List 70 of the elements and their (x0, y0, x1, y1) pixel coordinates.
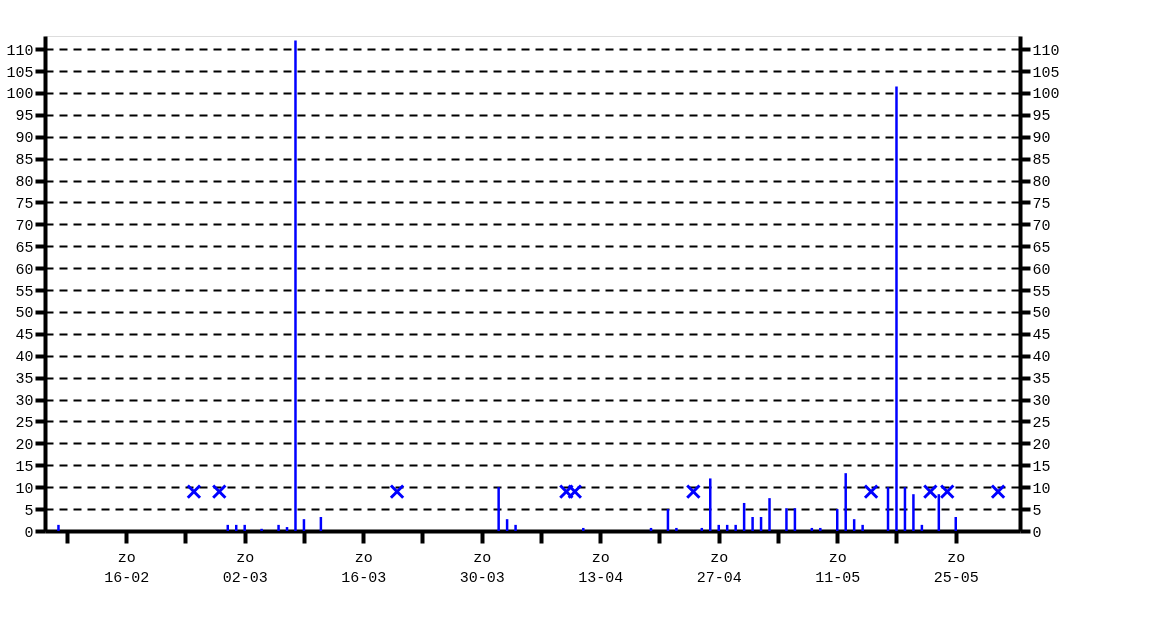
y-tick-label: 75 (15, 195, 34, 213)
y-tick-label: 95 (15, 108, 34, 126)
bar (785, 508, 788, 531)
bar (861, 524, 864, 531)
x-tick-label: zo 13-04 (578, 549, 624, 587)
y2-tick-label: 100 (1032, 86, 1060, 104)
y-tick-label: 80 (15, 174, 34, 192)
y2-tick-label: 65 (1032, 239, 1051, 257)
y2-tick-label: 85 (1032, 152, 1051, 170)
bar (912, 494, 915, 531)
y-tick-label: 70 (15, 217, 34, 235)
y-tick-label: 85 (15, 152, 34, 170)
bar (260, 528, 263, 531)
y-tick-label: 25 (15, 414, 34, 432)
y-tick-label: 110 (6, 42, 34, 60)
y2-tick-label: 55 (1032, 283, 1051, 301)
bar (675, 527, 678, 531)
x-tick-label: zo 27-04 (696, 549, 742, 587)
bar (844, 473, 847, 531)
y-tick-label: 0 (24, 524, 34, 542)
y-tick-label: 90 (15, 130, 34, 148)
y-tick-label: 30 (15, 393, 34, 411)
bar (582, 527, 585, 531)
x-tick-label: zo 16-02 (104, 549, 150, 587)
y2-tick-label: 10 (1032, 480, 1051, 498)
y2-tick-label: 40 (1032, 349, 1051, 367)
x-tick-label: zo 02-03 (222, 549, 268, 587)
bar (751, 516, 754, 531)
y2-tick-label: 5 (1032, 502, 1042, 520)
y-tick-label: 60 (15, 261, 34, 279)
y-tick-label: 20 (15, 436, 34, 454)
bar (277, 524, 280, 531)
bar (734, 524, 737, 531)
y2-tick-label: 20 (1032, 436, 1051, 454)
y2-tick-label: 50 (1032, 305, 1051, 323)
y-tick-label: 5 (24, 502, 34, 520)
y2-tick-label: 25 (1032, 414, 1051, 432)
x-tick-label: zo 11-05 (815, 549, 861, 587)
y-tick-label: 45 (15, 327, 34, 345)
bar (294, 40, 297, 531)
bar (768, 498, 771, 531)
bar (819, 527, 822, 531)
x-tick-label: zo 16-03 (341, 549, 387, 587)
y2-tick-label: 15 (1032, 458, 1051, 476)
x-tick-label: zo 30-03 (459, 549, 505, 587)
y2-tick-label: 95 (1032, 108, 1051, 126)
y-tick-label: 55 (15, 283, 34, 301)
y2-tick-label: 45 (1032, 327, 1051, 345)
y2-tick-label: 110 (1032, 42, 1060, 60)
x-tick-label: zo 25-05 (933, 549, 979, 587)
y2-tick-label: 70 (1032, 217, 1051, 235)
y-tick-label: 10 (15, 480, 34, 498)
y2-tick-label: 60 (1032, 261, 1051, 279)
y2-tick-label: 80 (1032, 174, 1051, 192)
y-tick-label: 100 (6, 86, 34, 104)
y2-tick-label: 90 (1032, 130, 1051, 148)
y2-tick-label: 30 (1032, 393, 1051, 411)
y-tick-label: 65 (15, 239, 34, 257)
y2-tick-label: 75 (1032, 195, 1051, 213)
y2-tick-label: 105 (1032, 64, 1060, 82)
y-tick-label: 35 (15, 371, 34, 389)
y-tick-label: 40 (15, 349, 34, 367)
y-tick-label: 105 (6, 64, 34, 82)
bar (497, 487, 500, 531)
y-tick-label: 50 (15, 305, 34, 323)
y2-tick-label: 0 (1032, 524, 1042, 542)
y-tick-label: 15 (15, 458, 34, 476)
y2-tick-label: 35 (1032, 371, 1051, 389)
bar (514, 524, 517, 531)
bar (709, 478, 712, 531)
